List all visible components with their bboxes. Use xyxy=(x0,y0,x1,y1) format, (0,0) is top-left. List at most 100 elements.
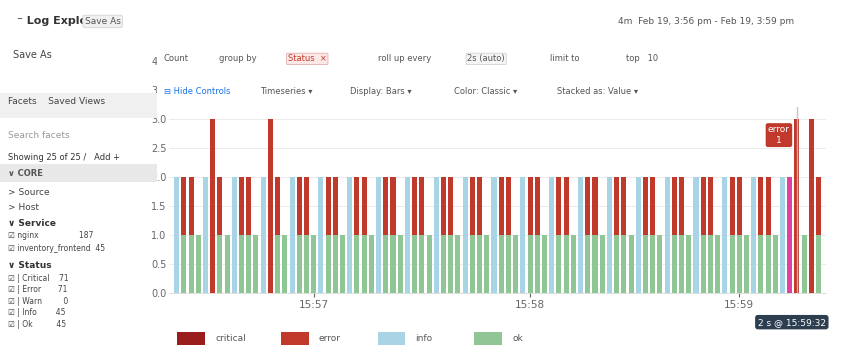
Bar xyxy=(376,177,381,293)
Text: Facets    Saved Views: Facets Saved Views xyxy=(8,97,105,106)
Bar xyxy=(737,177,742,235)
Bar xyxy=(528,235,533,293)
Bar xyxy=(189,235,194,293)
Text: Timeseries ▾: Timeseries ▾ xyxy=(260,86,313,96)
Text: Status  ×: Status × xyxy=(288,54,327,64)
Bar xyxy=(585,235,590,293)
Text: ⁻ Log Explorer: ⁻ Log Explorer xyxy=(13,21,107,34)
Bar xyxy=(0,93,157,118)
Bar xyxy=(239,235,244,293)
Bar xyxy=(384,177,388,235)
Bar xyxy=(513,235,518,293)
Bar xyxy=(282,235,287,293)
Bar xyxy=(456,235,461,293)
Bar xyxy=(427,235,432,293)
Bar xyxy=(622,235,627,293)
Bar xyxy=(780,177,785,293)
Bar xyxy=(491,177,496,293)
Bar xyxy=(592,235,597,293)
Text: ok: ok xyxy=(512,334,523,343)
Text: ⁻ Log Explorer: ⁻ Log Explorer xyxy=(17,16,106,26)
Bar xyxy=(499,177,504,235)
Bar xyxy=(239,177,244,235)
Bar xyxy=(563,235,568,293)
Text: critical: critical xyxy=(215,334,246,343)
Bar xyxy=(809,119,814,293)
Bar xyxy=(700,235,706,293)
Bar xyxy=(477,235,482,293)
Bar xyxy=(628,235,634,293)
Bar xyxy=(354,177,359,235)
Bar xyxy=(304,235,309,293)
Bar xyxy=(275,177,280,235)
Bar xyxy=(520,177,525,293)
Bar xyxy=(758,235,763,293)
Bar xyxy=(571,235,576,293)
Bar xyxy=(766,235,771,293)
Bar xyxy=(174,177,179,293)
Bar xyxy=(181,177,186,235)
Bar xyxy=(643,177,648,235)
Bar xyxy=(528,177,533,235)
Bar xyxy=(715,235,720,293)
Text: ☑ | Critical    71: ☑ | Critical 71 xyxy=(8,274,69,283)
Bar xyxy=(801,235,806,293)
Bar xyxy=(196,235,201,293)
Bar xyxy=(246,235,252,293)
Text: info: info xyxy=(416,334,433,343)
Bar xyxy=(232,177,237,293)
Bar xyxy=(650,177,656,235)
Bar xyxy=(368,235,374,293)
Text: ☑ | Warn         0: ☑ | Warn 0 xyxy=(8,297,68,306)
Bar xyxy=(534,177,540,235)
Bar xyxy=(275,235,280,293)
Text: Display: Bars ▾: Display: Bars ▾ xyxy=(350,86,412,96)
Bar xyxy=(333,177,338,235)
Bar xyxy=(506,235,511,293)
Bar xyxy=(412,235,418,293)
Bar xyxy=(643,235,648,293)
Bar xyxy=(499,235,504,293)
Bar xyxy=(304,177,309,235)
Bar xyxy=(378,332,405,345)
Bar xyxy=(470,235,475,293)
Bar xyxy=(817,177,821,235)
Bar xyxy=(650,235,656,293)
Bar xyxy=(347,177,352,293)
Bar xyxy=(657,235,662,293)
Bar xyxy=(311,235,316,293)
Bar xyxy=(412,177,418,235)
Text: roll up every: roll up every xyxy=(378,54,431,64)
Bar xyxy=(290,177,295,293)
Bar xyxy=(218,235,223,293)
Bar xyxy=(177,332,205,345)
Bar xyxy=(390,235,396,293)
Bar xyxy=(246,177,252,235)
Bar xyxy=(694,177,699,293)
Text: limit to: limit to xyxy=(551,54,579,64)
Bar xyxy=(578,177,583,293)
Text: ☑ | Info        45: ☑ | Info 45 xyxy=(8,308,65,317)
Bar xyxy=(398,235,403,293)
Bar xyxy=(614,177,619,235)
Bar xyxy=(318,177,324,293)
Text: > Source: > Source xyxy=(8,188,49,197)
Bar xyxy=(261,177,266,293)
Text: ⊟ Hide Controls: ⊟ Hide Controls xyxy=(163,86,230,96)
Text: ☑ | Error       71: ☑ | Error 71 xyxy=(8,285,67,295)
Bar xyxy=(744,235,749,293)
Bar xyxy=(737,235,742,293)
Text: ∨ CORE: ∨ CORE xyxy=(8,169,42,178)
Text: Save As: Save As xyxy=(13,50,52,60)
Bar xyxy=(766,177,771,235)
Bar xyxy=(281,332,308,345)
Bar xyxy=(817,235,821,293)
Bar xyxy=(189,177,194,235)
Bar xyxy=(441,235,446,293)
Bar xyxy=(362,235,367,293)
Bar xyxy=(729,235,734,293)
Bar xyxy=(700,177,706,235)
Bar xyxy=(253,235,258,293)
Bar xyxy=(708,235,713,293)
Bar xyxy=(729,177,734,235)
